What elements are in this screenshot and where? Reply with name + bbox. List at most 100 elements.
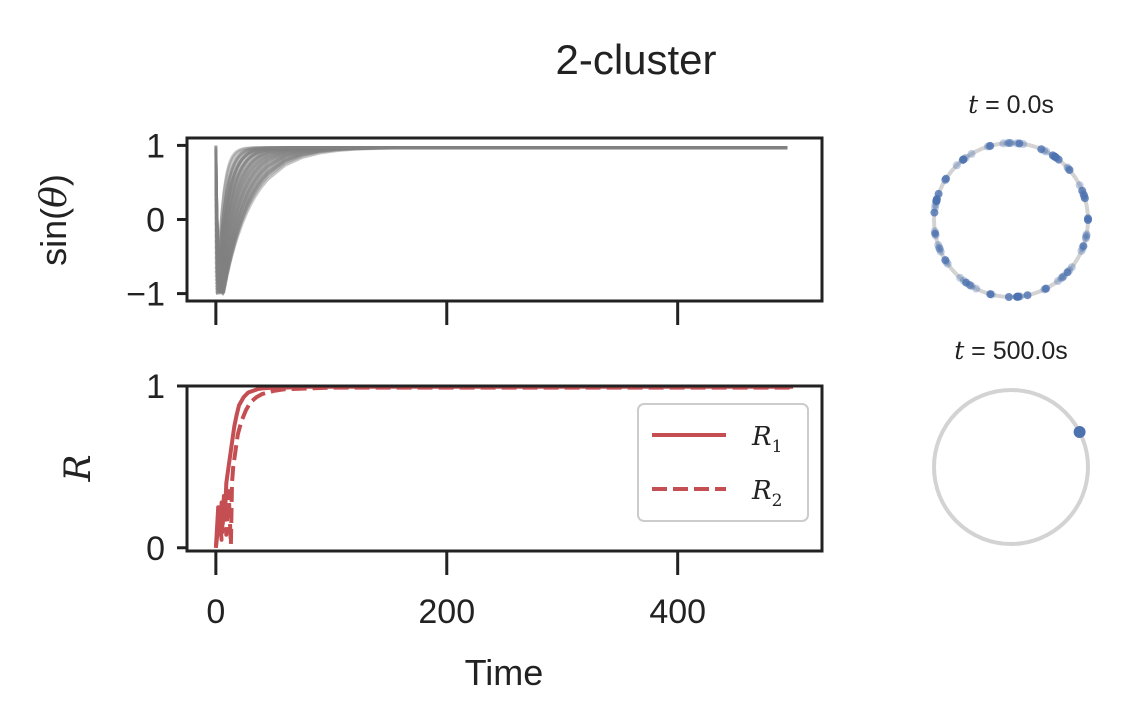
figure-title: 2-cluster (555, 36, 716, 83)
phase-point (1073, 426, 1086, 438)
sin-theta-trace (214, 146, 788, 291)
phase-point (1079, 242, 1088, 251)
sin-theta-trace (214, 146, 788, 287)
sin-theta-trace (214, 146, 788, 292)
phase-point (966, 281, 975, 290)
sin-theta-trace (215, 146, 788, 294)
sin-theta-trace (214, 146, 788, 297)
sin-theta-yticks: 1 0 −1 (126, 127, 187, 314)
sin-theta-trace (214, 146, 788, 292)
phase-point (941, 175, 950, 184)
phase-point (1014, 292, 1023, 301)
phase-point (1082, 231, 1091, 240)
sin-theta-trace (215, 146, 788, 296)
phase-circle-initial-points (930, 139, 1092, 301)
sin-theta-panel: 1 0 −1 sin(θ) (33, 127, 824, 325)
phase-point (935, 244, 944, 253)
phase-point (1063, 163, 1072, 172)
sin-theta-trace (214, 146, 788, 289)
phase-point (1058, 273, 1067, 282)
sin-theta-trace (214, 146, 788, 296)
order-parameter-axes-frame (185, 384, 824, 553)
sin-theta-trace (214, 146, 788, 293)
sin-theta-trace (214, 146, 788, 291)
phase-point (1075, 181, 1084, 190)
phase-point (1082, 233, 1091, 241)
phase-point (932, 197, 941, 206)
phase-point (1054, 277, 1062, 285)
phase-point (966, 281, 975, 290)
sin-theta-trace (214, 146, 788, 294)
phase-point (941, 175, 950, 184)
phase-point (931, 229, 940, 238)
sin-theta-trace (214, 146, 788, 293)
sin-theta-trace (214, 145, 788, 291)
sin-theta-trace (214, 146, 788, 293)
phase-point (1064, 164, 1073, 173)
phase-point (930, 208, 939, 217)
phase-point (1006, 139, 1015, 147)
phase-point (972, 284, 981, 293)
phase-point (986, 290, 995, 299)
phase-point (1080, 194, 1089, 203)
sin-theta-trace (214, 146, 788, 293)
order-parameter-xtick-label: 0 (206, 593, 225, 631)
sin-theta-trace (214, 146, 788, 293)
phase-circle-final-ring (932, 388, 1090, 546)
order-parameter-ytick-label: 1 (146, 368, 165, 406)
phase-point (1063, 268, 1072, 277)
phase-point (959, 276, 968, 285)
sin-theta-trace (214, 146, 788, 289)
sin-theta-trace (214, 146, 788, 294)
phase-point (1065, 166, 1074, 174)
sin-theta-trace (214, 146, 788, 293)
sin-theta-trace (215, 146, 788, 295)
phase-circle-final-points (1073, 426, 1086, 438)
phase-point (1037, 145, 1046, 154)
order-parameter-xtick-label: 400 (649, 593, 706, 631)
phase-point (1003, 139, 1012, 148)
order-parameter-xticks: 0 200 400 (206, 551, 706, 631)
sin-theta-trace (215, 146, 788, 295)
sin-theta-trace (214, 146, 788, 294)
order-parameter-yticks: 10 (146, 368, 187, 568)
phase-point (983, 142, 992, 151)
phase-point (1005, 139, 1014, 147)
order-parameter-xtick-label: 200 (418, 593, 475, 631)
order-parameter-xlabel: Time (465, 652, 544, 693)
phase-point (1005, 139, 1014, 147)
phase-point (958, 156, 967, 165)
sin-theta-ylabel: sin(θ) (33, 174, 75, 266)
phase-circle-final-panel: t = 500.0s (932, 336, 1090, 546)
phase-point (952, 161, 961, 170)
phase-point (943, 259, 952, 268)
sin-theta-trace (214, 145, 788, 283)
sin-theta-trace (214, 146, 788, 290)
phase-point (936, 247, 945, 256)
sin-theta-trace (214, 146, 788, 292)
phase-point (1082, 230, 1091, 239)
phase-point (942, 174, 950, 183)
phase-point (1078, 186, 1087, 195)
sin-theta-trace (214, 146, 788, 295)
phase-point (962, 278, 971, 287)
phase-point (1081, 234, 1090, 243)
phase-point (1004, 293, 1013, 301)
phase-point (967, 282, 976, 291)
legend-label-r2: R2 (751, 476, 782, 511)
phase-point (959, 155, 968, 164)
sin-theta-trace (214, 146, 788, 288)
phase-point (987, 290, 996, 299)
phase-point (935, 245, 944, 254)
sin-theta-ytick-label: 0 (146, 202, 165, 240)
order-parameter-panel: 10 0 200 400 R Time R1 R2 (58, 368, 824, 693)
sin-theta-xticks (214, 301, 680, 325)
sin-theta-trace (214, 146, 788, 292)
phase-circle-final-title: t = 500.0s (954, 336, 1068, 365)
sin-theta-trace (214, 146, 788, 289)
sin-theta-trace (215, 146, 788, 295)
order-parameter-ytick-label: 0 (146, 530, 165, 568)
phase-point (959, 155, 968, 164)
sin-theta-trace (214, 146, 788, 293)
sin-theta-trace (214, 146, 788, 290)
